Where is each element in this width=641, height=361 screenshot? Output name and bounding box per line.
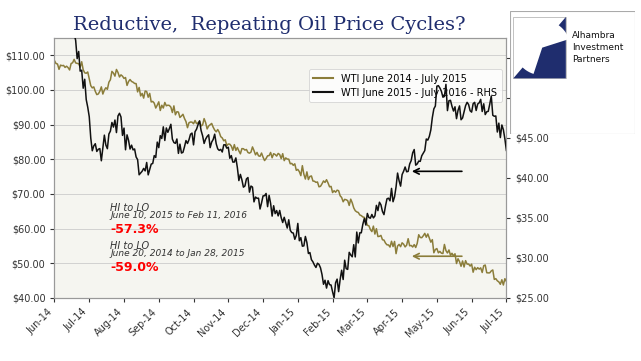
FancyBboxPatch shape xyxy=(510,11,635,134)
Polygon shape xyxy=(514,20,569,74)
Text: Alhambra
Investment
Partners: Alhambra Investment Partners xyxy=(572,31,624,64)
Bar xyxy=(513,17,566,78)
Text: June 20, 2014 to Jan 28, 2015: June 20, 2014 to Jan 28, 2015 xyxy=(110,249,245,258)
Polygon shape xyxy=(513,17,566,78)
Legend: WTI June 2014 - July 2015, WTI June 2015 - July 2016 - RHS: WTI June 2014 - July 2015, WTI June 2015… xyxy=(308,69,501,103)
Text: -59.0%: -59.0% xyxy=(110,261,158,274)
Text: -57.3%: -57.3% xyxy=(110,223,158,236)
Text: Reductive,  Repeating Oil Price Cycles?: Reductive, Repeating Oil Price Cycles? xyxy=(73,16,465,34)
Text: June 10, 2015 to Feb 11, 2016: June 10, 2015 to Feb 11, 2016 xyxy=(110,211,247,220)
Text: HI to LO: HI to LO xyxy=(110,203,149,213)
Text: HI to LO: HI to LO xyxy=(110,241,149,251)
